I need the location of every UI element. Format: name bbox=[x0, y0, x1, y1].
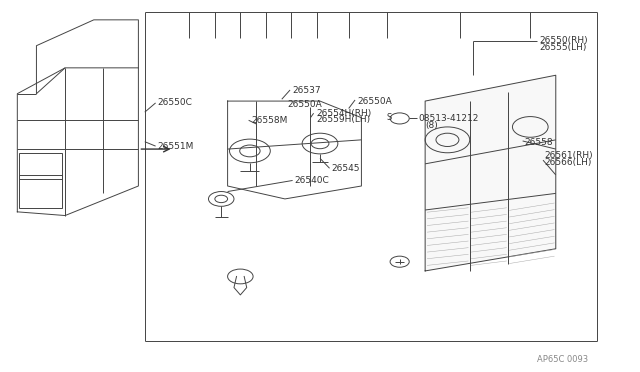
Text: 26561(RH): 26561(RH) bbox=[544, 151, 593, 160]
Text: 26550(RH): 26550(RH) bbox=[540, 36, 588, 45]
Text: S: S bbox=[386, 113, 392, 122]
Text: 26558M: 26558M bbox=[251, 116, 287, 125]
Text: 26550A: 26550A bbox=[287, 100, 322, 109]
Text: 26554H(RH): 26554H(RH) bbox=[316, 109, 371, 118]
Text: 26550A: 26550A bbox=[357, 97, 392, 106]
Text: 26545: 26545 bbox=[332, 164, 360, 173]
Polygon shape bbox=[425, 75, 556, 271]
Text: 26566(LH): 26566(LH) bbox=[544, 158, 591, 167]
Text: 26550C: 26550C bbox=[157, 99, 193, 108]
Text: 08513-41212: 08513-41212 bbox=[419, 114, 479, 123]
Text: 26559H(LH): 26559H(LH) bbox=[316, 115, 371, 124]
Text: 26558: 26558 bbox=[524, 138, 552, 147]
Text: 26540C: 26540C bbox=[294, 176, 329, 185]
Text: (8): (8) bbox=[425, 121, 438, 129]
Text: AP65C 0093: AP65C 0093 bbox=[537, 355, 588, 364]
Text: 26551M: 26551M bbox=[157, 142, 194, 151]
Text: 26537: 26537 bbox=[292, 86, 321, 95]
Text: 26555(LH): 26555(LH) bbox=[540, 43, 588, 52]
